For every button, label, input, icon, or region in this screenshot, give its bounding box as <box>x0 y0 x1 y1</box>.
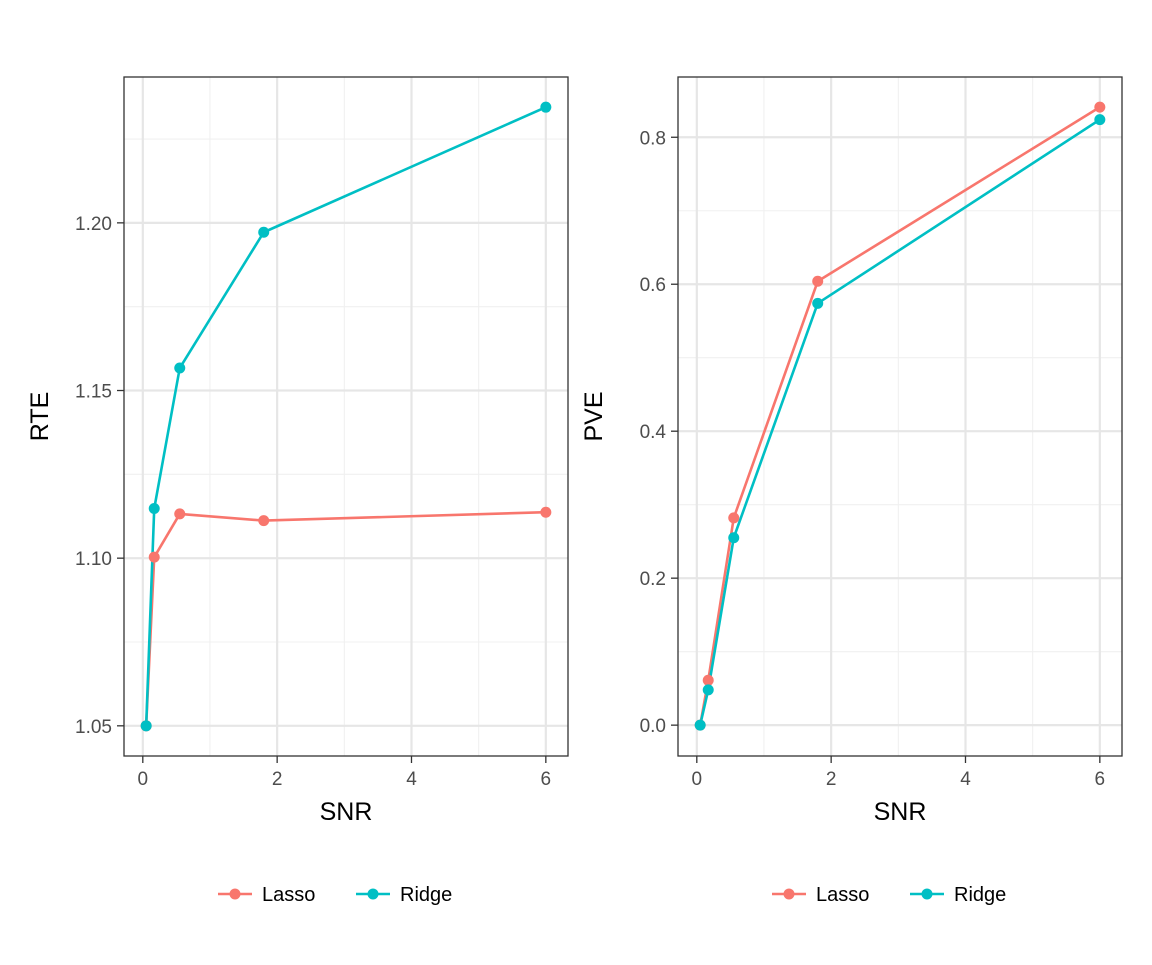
data-point-lasso <box>728 512 740 524</box>
data-point-ridge <box>540 101 552 113</box>
data-point-ridge <box>140 720 152 732</box>
panel-1: 0 2 4 6 1.05 1.10 1.15 1.20 SNR RTE Lasso Ridge <box>26 76 569 906</box>
legend-label: Ridge <box>954 884 1006 906</box>
data-point-lasso <box>148 551 160 563</box>
legend-key-lasso <box>218 888 252 900</box>
x-tick-label: 0 <box>138 769 149 790</box>
data-point-lasso <box>812 275 824 287</box>
legend-key-point <box>367 888 379 900</box>
data-point-lasso <box>540 506 552 518</box>
data-point-ridge <box>148 503 160 515</box>
legend-key-point <box>921 888 933 900</box>
data-point-ridge <box>694 719 706 731</box>
legend: Lasso Ridge <box>772 884 1006 906</box>
y-axis-title: PVE <box>580 391 608 441</box>
legend-key-lasso <box>772 888 806 900</box>
legend-key-ridge <box>356 888 390 900</box>
legend-label: Ridge <box>400 884 452 906</box>
panel-2: 0 2 4 6 0.0 0.2 0.4 0.6 0.8 SNR PVE Lasso Ridge <box>580 76 1123 906</box>
data-point-ridge <box>728 532 740 544</box>
x-tick-label: 6 <box>1095 769 1106 790</box>
data-point-lasso <box>1094 101 1106 113</box>
data-point-ridge <box>812 297 824 309</box>
x-tick-label: 4 <box>406 769 417 790</box>
y-tick-label: 0.8 <box>640 128 666 149</box>
x-tick-label: 2 <box>826 769 837 790</box>
x-tick-label: 4 <box>960 769 971 790</box>
y-tick-label: 1.15 <box>75 382 112 403</box>
data-point-ridge <box>1094 114 1106 126</box>
x-axis-title: SNR <box>320 798 373 826</box>
y-tick-label: 1.20 <box>75 214 112 235</box>
x-tick-label: 6 <box>541 769 552 790</box>
x-tick-label: 0 <box>692 769 703 790</box>
data-point-lasso <box>702 674 714 686</box>
series-line-ridge <box>144 105 547 726</box>
data-point-lasso <box>174 508 186 520</box>
y-tick-label: 0.2 <box>640 569 666 590</box>
data-point-ridge <box>174 362 186 374</box>
x-tick-label: 2 <box>272 769 283 790</box>
legend-key-ridge <box>910 888 944 900</box>
legend-label: Lasso <box>262 884 315 906</box>
x-axis-title: SNR <box>874 798 927 826</box>
y-tick-label: 0.6 <box>640 275 666 296</box>
y-tick-label: 0.0 <box>640 716 666 737</box>
y-tick-label: 1.05 <box>75 717 112 738</box>
data-point-ridge <box>702 684 714 696</box>
legend-key-point <box>229 888 241 900</box>
y-axis-title: RTE <box>26 392 54 442</box>
series-line-lasso <box>698 106 1101 726</box>
panel-border <box>677 76 1123 757</box>
y-tick-label: 0.4 <box>640 422 667 443</box>
panel-border <box>123 76 569 757</box>
data-point-lasso <box>258 515 270 527</box>
series-line-lasso <box>144 510 546 726</box>
legend-label: Lasso <box>816 884 869 906</box>
y-tick-label: 1.10 <box>75 549 112 570</box>
data-point-ridge <box>258 226 270 238</box>
legend-key-point <box>783 888 795 900</box>
legend: Lasso Ridge <box>218 884 452 906</box>
